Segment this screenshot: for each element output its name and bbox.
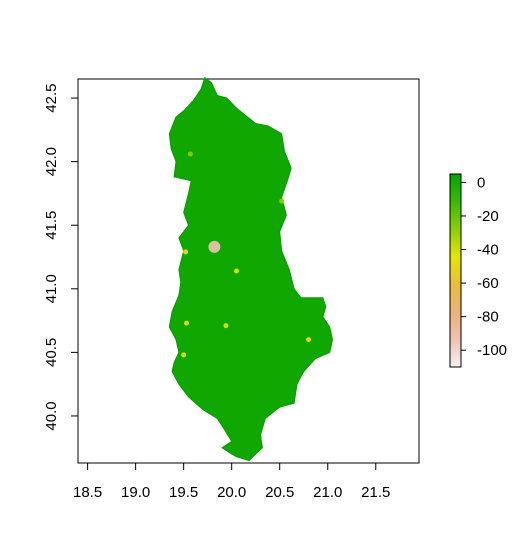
hotspot-8 — [187, 151, 193, 157]
y-axis: 40.0 40.5 41.0 41.5 42.0 42.5 — [43, 83, 79, 431]
legend-ticks: 0 -20 -40 -60 -80 -100 — [461, 174, 507, 359]
x-tick-label: 19.5 — [169, 484, 198, 501]
hotspot-7 — [181, 352, 187, 358]
y-tick-label: 40.5 — [43, 338, 60, 367]
legend-tick-label: -40 — [477, 242, 499, 259]
y-tick-label: 41.5 — [43, 211, 60, 240]
x-tick-label: 18.5 — [73, 484, 102, 501]
hotspot-4 — [184, 320, 190, 326]
x-tick-label: 19.0 — [121, 484, 150, 501]
x-tick-label: 20.5 — [265, 484, 294, 501]
legend-tick-label: 0 — [477, 174, 485, 191]
albania-elevation-raster — [168, 76, 334, 462]
legend-color-bar — [449, 173, 462, 368]
hotspot-3 — [233, 268, 239, 274]
x-tick-label: 20.0 — [217, 484, 246, 501]
y-tick-label: 42.0 — [43, 147, 60, 176]
hotspot-1 — [208, 240, 221, 253]
x-tick-label: 21.0 — [313, 484, 342, 501]
legend-tick-label: -20 — [477, 208, 499, 225]
y-tick-label: 42.5 — [43, 83, 60, 112]
legend-tick-label: -100 — [477, 342, 507, 359]
hotspot-5 — [223, 323, 229, 329]
color-legend: 0 -20 -40 -60 -80 -100 — [449, 173, 507, 368]
hotspot-9 — [279, 198, 285, 204]
x-tick-label: 21.5 — [361, 484, 390, 501]
legend-tick-label: -60 — [477, 275, 499, 292]
legend-tick-label: -80 — [477, 309, 499, 326]
hotspot-2 — [183, 249, 189, 255]
x-axis: 18.5 19.0 19.5 20.0 20.5 21.0 21.5 — [73, 462, 390, 501]
hotspot-layer — [181, 151, 312, 358]
y-tick-label: 40.0 — [43, 401, 60, 430]
hotspot-6 — [306, 337, 312, 343]
y-tick-label: 41.0 — [43, 274, 60, 303]
